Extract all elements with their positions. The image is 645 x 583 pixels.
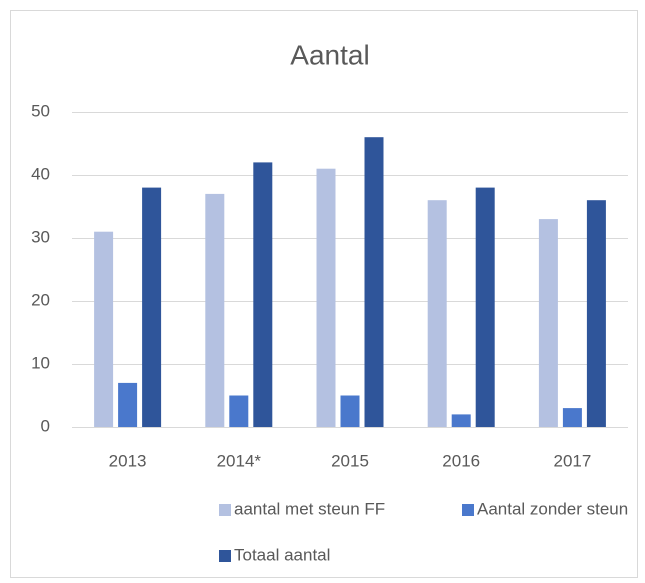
bar	[118, 382, 138, 427]
bar	[94, 231, 114, 427]
bar	[340, 395, 360, 427]
legend-label: aantal met steun FF	[234, 499, 385, 518]
bar	[538, 219, 558, 427]
bar	[253, 162, 273, 427]
x-tick-label: 2016	[442, 451, 480, 470]
bar	[562, 408, 582, 427]
y-tick-label: 50	[31, 101, 50, 120]
x-tick-label: 2013	[109, 451, 147, 470]
chart-title: Aantal	[290, 39, 369, 70]
legend-label: Aantal zonder steun	[477, 499, 628, 518]
legend-swatch	[462, 504, 474, 516]
x-tick-label: 2014*	[217, 451, 262, 470]
y-tick-label: 40	[31, 164, 50, 183]
bar	[205, 193, 225, 427]
x-tick-label: 2017	[553, 451, 591, 470]
legend-label: Totaal aantal	[234, 545, 330, 564]
bar	[142, 187, 162, 427]
legend-swatch	[219, 550, 231, 562]
bar	[427, 200, 447, 427]
bar	[316, 168, 336, 427]
y-tick-label: 30	[31, 227, 50, 246]
bar	[475, 187, 495, 427]
legend-swatch	[219, 504, 231, 516]
bar	[586, 200, 606, 427]
bar	[229, 395, 249, 427]
y-tick-label: 20	[31, 290, 50, 309]
y-tick-label: 10	[31, 353, 50, 372]
y-tick-label: 0	[41, 416, 50, 435]
bar	[451, 414, 471, 427]
bar	[364, 137, 384, 427]
x-tick-label: 2015	[331, 451, 369, 470]
